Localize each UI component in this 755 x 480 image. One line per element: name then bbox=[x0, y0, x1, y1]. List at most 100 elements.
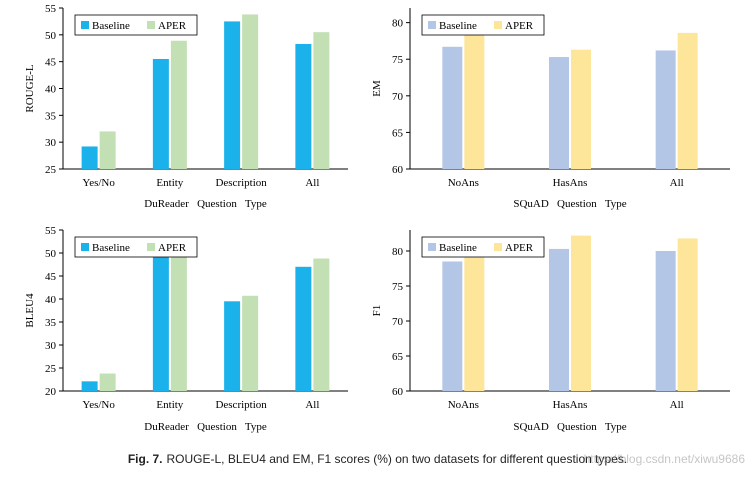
bar-baseline bbox=[655, 251, 676, 391]
bar-aper bbox=[677, 32, 698, 169]
y-tick-label: 80 bbox=[392, 246, 404, 258]
y-tick-label: 70 bbox=[392, 316, 404, 328]
bar-aper bbox=[242, 14, 259, 169]
legend-box bbox=[421, 236, 545, 258]
y-tick-label: 50 bbox=[45, 30, 57, 42]
bar-aper bbox=[170, 40, 187, 170]
bar-baseline bbox=[442, 261, 463, 391]
y-tick-label: 40 bbox=[45, 84, 57, 96]
x-tick-label: HasAns bbox=[553, 177, 588, 189]
bar-aper bbox=[170, 241, 187, 391]
y-tick-label: 30 bbox=[45, 340, 57, 352]
x-axis-title: SQuAD Question Type bbox=[513, 421, 626, 433]
caption-text: ROUGE-L, BLEU4 and EM, F1 scores (%) on … bbox=[166, 452, 628, 466]
bar-baseline bbox=[81, 146, 98, 169]
y-tick-label: 20 bbox=[45, 386, 57, 398]
x-tick-label: Entity bbox=[156, 177, 183, 189]
x-tick-label: Entity bbox=[156, 399, 183, 411]
x-tick-label: All bbox=[670, 177, 684, 189]
y-tick-label: 65 bbox=[392, 351, 404, 363]
bar-aper bbox=[313, 32, 330, 170]
bar-baseline bbox=[295, 266, 312, 391]
y-axis-title: F1 bbox=[371, 305, 383, 317]
bar-aper bbox=[464, 29, 485, 170]
x-tick-label: HasAns bbox=[553, 399, 588, 411]
legend-label-aper: APER bbox=[158, 20, 187, 32]
legend-swatch-aper bbox=[147, 21, 155, 29]
legend-swatch-baseline bbox=[81, 243, 89, 251]
y-tick-label: 75 bbox=[392, 54, 404, 66]
bar-baseline bbox=[442, 46, 463, 169]
x-tick-label: All bbox=[305, 399, 319, 411]
x-tick-label: All bbox=[305, 177, 319, 189]
x-axis-title: DuReader Question Type bbox=[144, 198, 267, 210]
legend-swatch-aper bbox=[494, 21, 502, 29]
bar-baseline bbox=[655, 50, 676, 170]
caption-label: Fig. 7. bbox=[127, 452, 163, 466]
x-axis-title: DuReader Question Type bbox=[144, 421, 267, 433]
legend-label-baseline: Baseline bbox=[92, 20, 130, 32]
y-tick-label: 25 bbox=[45, 164, 57, 176]
watermark: https://blog.csdn.net/xiwu9686 bbox=[583, 452, 745, 466]
chart-bleu: 20 25 30 35 40 45 50 55 Yes/No Entity Description A… bbox=[24, 225, 348, 433]
y-tick-label: 55 bbox=[45, 225, 57, 237]
bar-baseline bbox=[295, 43, 312, 169]
y-axis-title: EM bbox=[371, 80, 383, 97]
legend-label-baseline: Baseline bbox=[439, 20, 477, 32]
bar-aper bbox=[677, 238, 698, 391]
bar-aper bbox=[571, 235, 591, 391]
bar-baseline bbox=[152, 58, 169, 169]
legend-label-aper: APER bbox=[158, 242, 187, 254]
y-axis-title: BLEU4 bbox=[24, 293, 36, 328]
bar-baseline bbox=[224, 301, 241, 391]
legend-label-aper: APER bbox=[505, 242, 534, 254]
bar-baseline bbox=[224, 21, 241, 169]
x-tick-label: NoAns bbox=[448, 399, 479, 411]
bar-aper bbox=[313, 258, 330, 391]
y-tick-label: 80 bbox=[392, 18, 404, 30]
legend-swatch-aper bbox=[147, 243, 155, 251]
legend-box bbox=[74, 14, 198, 36]
bar-baseline bbox=[152, 244, 169, 391]
x-axis-title: SQuAD Question Type bbox=[513, 198, 626, 210]
x-tick-label: Yes/No bbox=[82, 399, 115, 411]
y-tick-label: 45 bbox=[45, 57, 57, 69]
y-tick-label: 65 bbox=[392, 127, 404, 139]
y-tick-label: 35 bbox=[45, 317, 57, 329]
y-tick-label: 55 bbox=[45, 3, 57, 15]
y-tick-label: 60 bbox=[392, 164, 404, 176]
y-tick-label: 75 bbox=[392, 281, 404, 293]
x-tick-label: Description bbox=[215, 177, 267, 189]
y-tick-label: 30 bbox=[45, 137, 57, 149]
y-tick-label: 35 bbox=[45, 110, 57, 122]
chart-rouge: 25 30 35 40 45 50 55 Yes/No Entity Description All… bbox=[24, 3, 348, 210]
y-tick-label: 70 bbox=[392, 91, 404, 103]
y-axis-title: ROUGE-L bbox=[24, 64, 36, 113]
y-tick-label: 45 bbox=[45, 271, 57, 283]
bar-baseline bbox=[81, 381, 98, 391]
chart-em: 60 65 70 75 80 NoAns HasAns All SQuAD Question T… bbox=[371, 8, 730, 210]
y-tick-label: 50 bbox=[45, 248, 57, 260]
bar-aper bbox=[99, 373, 116, 391]
chart-f1: 60 65 70 75 80 NoAns HasAns All SQuAD Question T… bbox=[371, 230, 730, 433]
bar-aper bbox=[571, 49, 591, 169]
y-tick-label: 60 bbox=[392, 386, 404, 398]
legend-box bbox=[74, 236, 198, 258]
y-tick-label: 25 bbox=[45, 363, 57, 375]
bar-aper bbox=[99, 131, 116, 169]
figure-caption: Fig. 7. ROUGE-L, BLEU4 and EM, F1 scores … bbox=[0, 452, 755, 466]
x-tick-label: NoAns bbox=[448, 177, 479, 189]
legend-label-aper: APER bbox=[505, 20, 534, 32]
bar-aper bbox=[242, 295, 259, 391]
x-tick-label: All bbox=[670, 399, 684, 411]
bar-baseline bbox=[549, 57, 569, 170]
legend-swatch-baseline bbox=[428, 21, 436, 29]
legend-swatch-aper bbox=[494, 243, 502, 251]
legend-label-baseline: Baseline bbox=[92, 242, 130, 254]
y-tick-label: 40 bbox=[45, 294, 57, 306]
x-tick-label: Yes/No bbox=[82, 177, 115, 189]
bar-baseline bbox=[549, 248, 569, 391]
legend-swatch-baseline bbox=[81, 21, 89, 29]
legend-swatch-baseline bbox=[428, 243, 436, 251]
legend-label-baseline: Baseline bbox=[439, 242, 477, 254]
